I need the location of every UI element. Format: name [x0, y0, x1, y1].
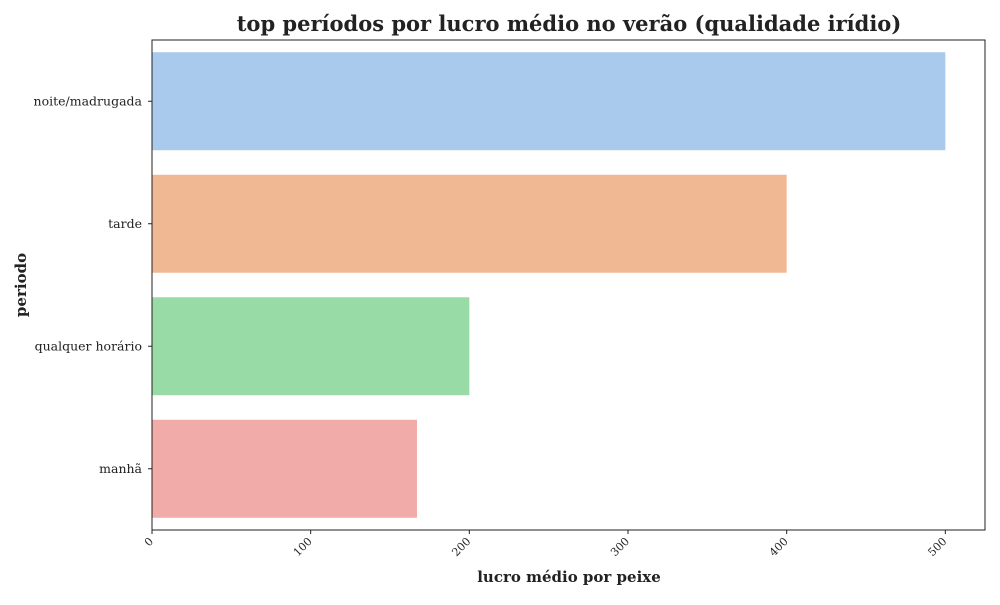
- x-axis-title: lucro médio por peixe: [477, 568, 661, 586]
- bar-1: [152, 174, 787, 273]
- bars-layer: [152, 52, 946, 518]
- y-tick-label: tarde: [108, 216, 142, 231]
- bar-2: [152, 297, 470, 396]
- x-tick-label: 0: [142, 535, 156, 549]
- x-tick-label: 400: [767, 535, 791, 559]
- x-tick-label: 200: [449, 535, 473, 559]
- plot-frame: [151, 39, 986, 531]
- y-axis-title: periodo: [12, 253, 30, 317]
- y-axis: noite/madrugada tarde qualquer horário manh…: [34, 93, 152, 476]
- bar-0: [152, 52, 946, 151]
- y-tick-label: manhã: [99, 461, 142, 476]
- y-tick-label: noite/madrugada: [34, 93, 143, 108]
- x-tick-label: 300: [608, 535, 632, 559]
- x-tick-label: 100: [291, 535, 315, 559]
- x-tick-label: 500: [925, 535, 949, 559]
- y-tick-label: qualquer horário: [35, 338, 142, 353]
- bar-3: [152, 419, 417, 518]
- chart-title: top períodos por lucro médio no verão (q…: [237, 11, 902, 36]
- x-axis: 0 100 200 300 400 500: [142, 530, 949, 559]
